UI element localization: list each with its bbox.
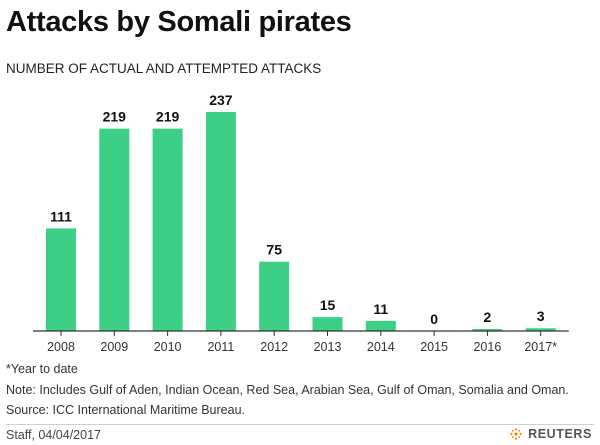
chart-title: Attacks by Somali pirates [6, 6, 352, 38]
bar-2013 [312, 317, 343, 331]
x-tick-label-2016: 2016 [473, 340, 501, 354]
chart-subtitle: NUMBER OF ACTUAL AND ATTEMPTED ATTACKS [6, 61, 322, 76]
value-label-2017*: 3 [537, 308, 545, 324]
x-tick-label-2008: 2008 [47, 340, 75, 354]
x-tick-label-2011: 2011 [207, 340, 234, 354]
x-tick-label-2010: 2010 [154, 340, 182, 354]
bar-2010 [152, 128, 183, 331]
x-tick-label-2015: 2015 [420, 340, 448, 354]
value-label-2010: 219 [156, 109, 180, 125]
bar-chart: 1112008219200921920102372011752012152013… [33, 92, 569, 354]
value-label-2008: 111 [50, 208, 72, 224]
x-tick-label-2013: 2013 [314, 340, 342, 354]
value-label-2014: 11 [373, 301, 388, 317]
value-label-2015: 0 [430, 311, 438, 327]
bar-2012 [259, 261, 290, 331]
coverage-note: Note: Includes Gulf of Aden, Indian Ocea… [6, 383, 569, 397]
reuters-logo-icon [510, 428, 522, 440]
bar-2016 [472, 329, 503, 331]
brand-name: REUTERS [528, 427, 592, 441]
credit-line: Staff, 04/04/2017 [6, 428, 101, 442]
value-label-2013: 15 [320, 297, 336, 313]
bar-2011 [205, 112, 236, 331]
bar-2009 [99, 128, 130, 331]
value-label-2012: 75 [266, 242, 282, 258]
bar-2014 [365, 320, 396, 331]
bar-2008 [46, 228, 76, 331]
year-to-date-note: *Year to date [6, 362, 78, 376]
x-tick-label-2012: 2012 [260, 340, 288, 354]
value-label-2009: 219 [103, 109, 127, 125]
brand: REUTERS [509, 427, 592, 441]
value-label-2016: 2 [484, 309, 492, 325]
x-tick-label-2009: 2009 [100, 340, 128, 354]
value-label-2011: 237 [209, 92, 233, 108]
source-note: Source: ICC International Maritime Burea… [6, 403, 245, 417]
x-tick-label-2017*: 2017* [524, 340, 557, 354]
x-tick-label-2014: 2014 [367, 340, 395, 354]
bar-2017* [525, 328, 556, 331]
footer-divider [6, 424, 594, 425]
